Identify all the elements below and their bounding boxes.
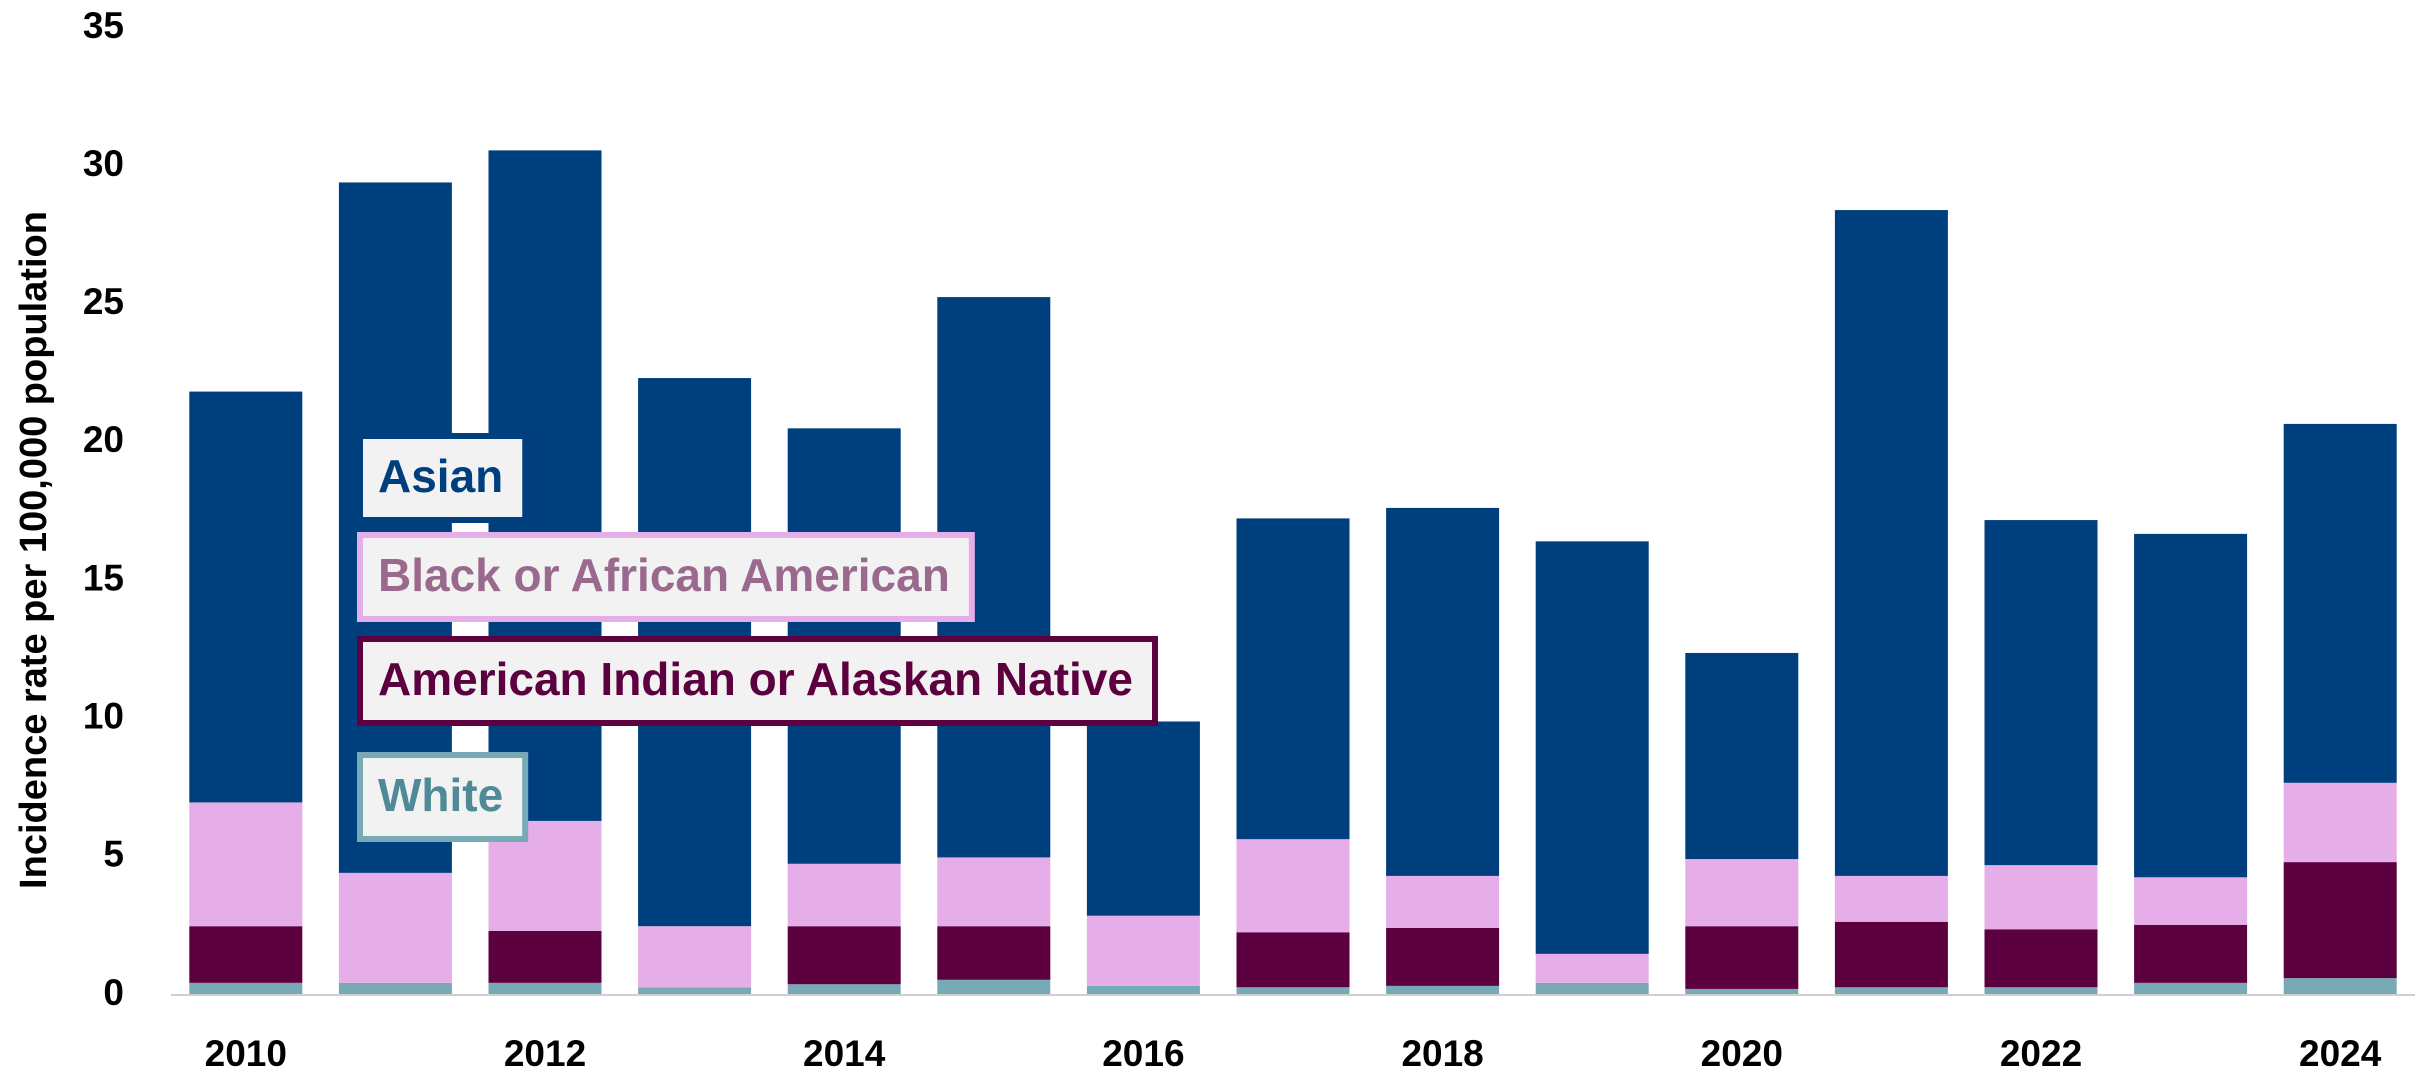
y-tick-label: 15	[83, 557, 124, 598]
legend-label: American Indian or Alaskan Native	[378, 653, 1133, 705]
legend-box	[357, 636, 1159, 726]
bar-segment	[2134, 982, 2248, 995]
bar-segment	[1834, 921, 1948, 988]
legend-box	[357, 433, 529, 523]
bar-segment	[189, 926, 303, 983]
bar-segment	[787, 926, 901, 985]
legend-box	[357, 752, 529, 842]
bar-segment	[937, 857, 1051, 927]
legend-label: White	[378, 769, 503, 821]
bar-segment	[1984, 865, 2098, 930]
bar-segment	[1386, 507, 1500, 876]
bar-segment	[638, 926, 752, 988]
bar-segment	[1834, 987, 1948, 995]
legend-box	[357, 532, 975, 622]
bar-segment	[937, 926, 1051, 980]
bar-segment	[1834, 875, 1948, 922]
y-tick-label: 20	[83, 419, 124, 460]
bar-segment	[2134, 877, 2248, 925]
legend-label: Asian	[378, 450, 503, 502]
x-tick-label: 2012	[504, 1033, 586, 1074]
bar-segment	[2134, 924, 2248, 983]
bar-segment	[1386, 875, 1500, 928]
y-axis-title: Incidence rate per 100,000 population	[13, 211, 55, 889]
bar-segment	[1386, 985, 1500, 995]
bar-segment	[1685, 652, 1799, 860]
legend-label: Black or African American	[378, 549, 950, 601]
x-tick-label: 2024	[2299, 1033, 2382, 1074]
bar-segment	[1984, 520, 2098, 866]
bar-segment	[1685, 859, 1799, 927]
x-tick-label: 2022	[2000, 1033, 2082, 1074]
bar-segment	[787, 984, 901, 995]
bar-segment	[1236, 518, 1350, 840]
bar-segment	[1236, 987, 1350, 995]
bar-segment	[189, 391, 303, 803]
x-tick-label: 2014	[803, 1033, 886, 1074]
bar-segment	[1984, 987, 2098, 995]
bar-segment	[937, 979, 1051, 995]
x-tick-label: 2020	[1701, 1033, 1783, 1074]
bar-segment	[1685, 926, 1799, 989]
bar-segment	[338, 872, 452, 983]
x-tick-label: 2018	[1401, 1033, 1483, 1074]
bar-segment	[2134, 533, 2248, 878]
bar-segment	[1535, 953, 1649, 983]
bar-segment	[488, 930, 602, 983]
bar-segment	[189, 802, 303, 927]
bar-segment	[2283, 423, 2397, 783]
x-tick-label: 2016	[1102, 1033, 1184, 1074]
y-tick-label: 0	[103, 972, 124, 1013]
y-tick-label: 10	[83, 695, 124, 736]
bar-segment	[338, 982, 452, 995]
bar-segment	[1236, 839, 1350, 933]
y-tick-label: 25	[83, 281, 124, 322]
x-tick-label: 2010	[205, 1033, 287, 1074]
bar-segment	[787, 863, 901, 927]
bar-segment	[1535, 541, 1649, 954]
bar-segment	[1236, 932, 1350, 988]
bar-segment	[2283, 782, 2397, 863]
bar-segment	[1984, 929, 2098, 988]
y-tick-label: 5	[103, 834, 124, 875]
bar-segment	[2283, 862, 2397, 979]
bar-segment	[1535, 982, 1649, 995]
bar-segment	[1386, 927, 1500, 986]
bar-segment	[189, 982, 303, 995]
bar-segment	[1086, 915, 1200, 986]
bar-segment	[1086, 721, 1200, 916]
bar-segment	[2283, 978, 2397, 995]
bar-segment	[488, 982, 602, 995]
bar-segment	[1086, 985, 1200, 995]
bar-segment	[1834, 210, 1948, 876]
y-tick-label: 30	[83, 143, 124, 184]
bar-segment	[638, 987, 752, 995]
y-tick-label: 35	[83, 5, 124, 46]
bar-segment	[1685, 988, 1799, 995]
